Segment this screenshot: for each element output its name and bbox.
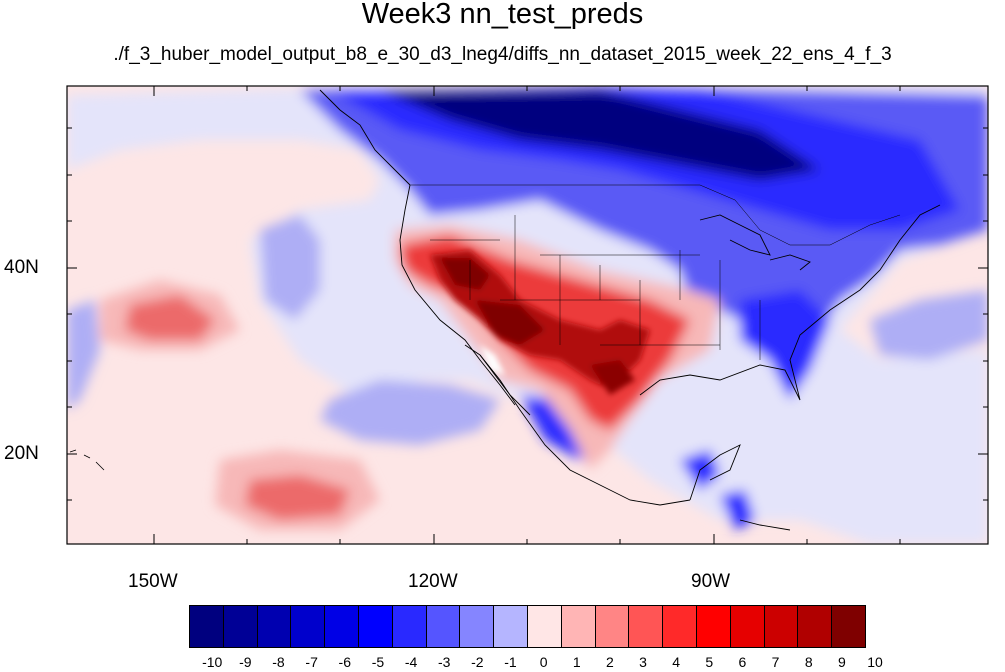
- colorbar-label: -2: [471, 654, 484, 670]
- colorbar-box: [460, 606, 495, 647]
- colorbar-box: [257, 606, 292, 647]
- lon-label-90w: 90W: [691, 571, 731, 592]
- colorbar-box: [426, 606, 461, 647]
- field-weak-negative: [67, 300, 100, 410]
- colorbar-box: [663, 606, 697, 647]
- field-strong-positive: [440, 258, 490, 290]
- colorbar-box: [561, 606, 596, 647]
- colorbar-box: [696, 606, 731, 647]
- colorbar-box: [629, 606, 664, 647]
- field-weak-negative: [320, 380, 500, 445]
- field-positive: [125, 295, 215, 340]
- field-negative: [720, 490, 755, 530]
- colorbar-box: [358, 606, 393, 647]
- colorbar-label: 1: [572, 654, 581, 670]
- colorbar-box: [527, 606, 562, 647]
- colorbar-label: 5: [705, 654, 714, 670]
- lon-label-120w: 120W: [408, 571, 458, 592]
- colorbar-label: 7: [771, 654, 780, 670]
- map-subtitle: ./f_3_huber_model_output_b8_e_30_d3_lneg…: [113, 44, 892, 65]
- colorbar: [189, 605, 866, 648]
- colorbar-label: -6: [338, 654, 351, 670]
- lon-label-150w: 150W: [128, 571, 178, 592]
- colorbar-label: -7: [305, 654, 318, 670]
- colorbar-box: [392, 606, 427, 647]
- coastlines: [319, 89, 941, 531]
- field-weak-negative: [260, 215, 320, 320]
- colorbar-label: 6: [738, 654, 747, 670]
- colorbar-box: [832, 606, 865, 647]
- field-strong-negative: [380, 90, 820, 180]
- colorbar-box: [291, 606, 326, 647]
- colorbar-box: [595, 606, 630, 647]
- colorbar-label: 3: [639, 654, 647, 670]
- colorbar-label: -4: [404, 654, 418, 670]
- field-near-zero: [480, 345, 505, 375]
- colorbar-box: [494, 606, 528, 647]
- colorbar-label: 9: [837, 654, 846, 670]
- field-positive: [245, 475, 350, 520]
- field-strong-positive: [475, 300, 545, 345]
- colorbar-label: 8: [804, 654, 813, 670]
- map-title: Week3 nn_test_preds: [361, 0, 644, 30]
- lat-label-20n: 20N: [4, 443, 39, 464]
- field-strong-positive: [430, 250, 650, 390]
- hawaii-islands: [69, 449, 105, 471]
- field-strong-positive: [590, 360, 635, 395]
- colorbar-label: -5: [371, 654, 385, 670]
- lat-label-40n: 40N: [4, 257, 39, 278]
- colorbar-label: 0: [539, 654, 548, 670]
- colorbar-label: -8: [272, 654, 285, 670]
- map-ticks: [67, 86, 988, 544]
- colorbar-box: [730, 606, 765, 647]
- colorbar-box: [190, 606, 224, 647]
- field-negative: [740, 290, 830, 400]
- colorbar-label: -10: [202, 654, 223, 670]
- colorbar-label: 2: [605, 654, 614, 670]
- state-borders: [410, 184, 901, 360]
- map-field: [67, 86, 988, 544]
- colorbar-box: [223, 606, 258, 647]
- colorbar-box: [325, 606, 359, 647]
- colorbar-label: 4: [672, 654, 681, 670]
- anomaly-map: [66, 85, 989, 545]
- colorbar-label: -3: [437, 654, 451, 670]
- colorbar-label: -9: [239, 654, 252, 670]
- field-weak-negative: [870, 290, 988, 360]
- colorbar-label: -1: [504, 654, 517, 670]
- colorbar-box: [764, 606, 799, 647]
- colorbar-label: 10: [867, 654, 883, 670]
- colorbar-box: [798, 606, 833, 647]
